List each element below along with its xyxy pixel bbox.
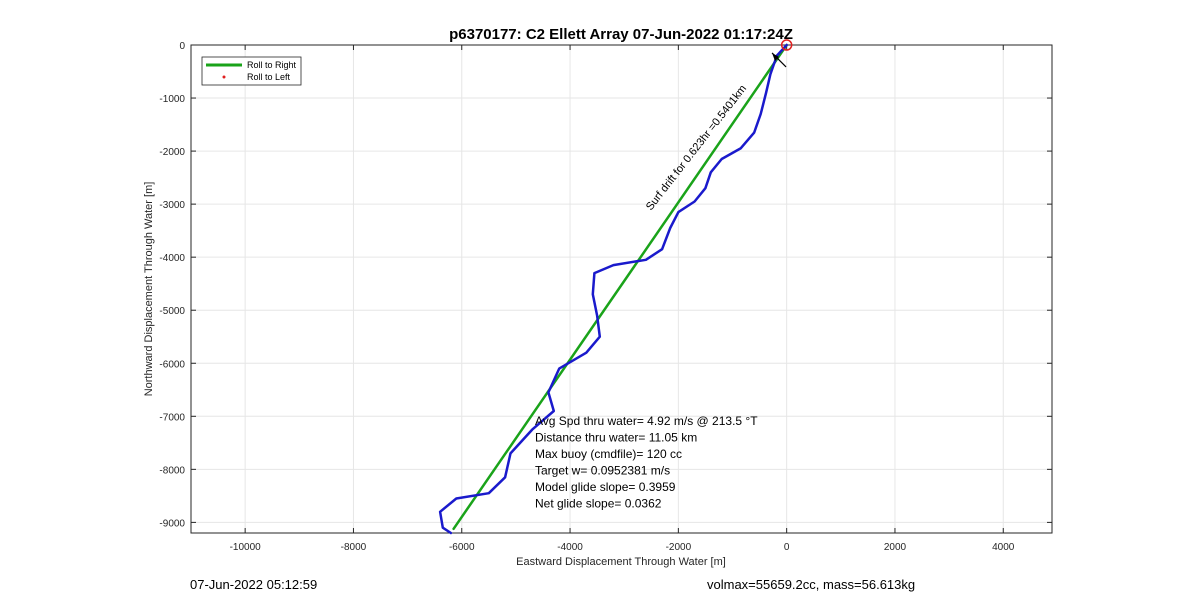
x-tick-label: 2000 (884, 542, 907, 553)
legend-box (201, 56, 302, 86)
x-tick-label: 0 (784, 542, 790, 553)
series-line-roll-to-right (452, 43, 788, 531)
legend-label: Roll to Left (247, 72, 291, 82)
y-tick-label: -1000 (159, 94, 185, 105)
y-tick-label: -5000 (159, 306, 185, 317)
x-tick-label: -6000 (449, 542, 475, 553)
stats-annotation-line: Model glide slope= 0.3959 (535, 480, 676, 494)
series-line-track (438, 43, 788, 535)
footer-volmax-mass: volmax=55659.2cc, mass=56.613kg (707, 577, 916, 592)
y-tick-label: -4000 (159, 253, 185, 264)
y-axis-label: Northward Displacement Through Water [m] (143, 182, 155, 397)
drift-arrow-head (772, 52, 780, 61)
stats-annotation-line: Net glide slope= 0.0362 (535, 497, 662, 511)
chart-title: p6370177: C2 Ellett Array 07-Jun-2022 01… (449, 26, 793, 43)
y-tick-label: -9000 (159, 518, 185, 529)
series-lines (438, 39, 793, 535)
x-axis-label: Eastward Displacement Through Water [m] (516, 556, 726, 568)
legend-label: Roll to Right (247, 60, 297, 70)
annotation-group: Avg Spd thru water= 4.92 m/s @ 213.5 °T D… (535, 83, 758, 511)
gridlines (191, 44, 1052, 533)
stats-annotation-line: Max buoy (cmdfile)= 120 cc (535, 447, 682, 461)
x-tick-label: -2000 (666, 542, 692, 553)
x-tick-label: -8000 (341, 542, 367, 553)
plot-area-border (190, 44, 1053, 534)
legend: Roll to Right Roll to Left (201, 56, 302, 86)
x-tick-label: -4000 (557, 542, 583, 553)
x-tick-labels: -10000 -8000 -6000 -4000 -2000 0 2000 4000 (230, 45, 1015, 553)
y-tick-label: -2000 (159, 147, 185, 158)
stats-annotation-line: Avg Spd thru water= 4.92 m/s @ 213.5 °T (535, 414, 758, 428)
drift-annotation: Surf drift for 0.623hr =0.5401km (644, 83, 749, 213)
x-tick-label: -10000 (230, 542, 262, 553)
y-tick-label: -6000 (159, 359, 185, 370)
footer-timestamp: 07-Jun-2022 05:12:59 (190, 577, 318, 592)
y-tick-label: -3000 (159, 200, 185, 211)
x-tick-label: 4000 (992, 542, 1015, 553)
start-marker (780, 39, 793, 51)
y-tick-label: -8000 (159, 465, 185, 476)
legend-swatch-dot (222, 75, 226, 79)
y-tick-label: 0 (179, 41, 185, 52)
y-tick-label: -7000 (159, 412, 185, 423)
stats-annotation-line: Target w= 0.0952381 m/s (535, 464, 670, 478)
stats-annotation-line: Distance thru water= 11.05 km (535, 431, 697, 445)
y-tick-labels: 0 -1000 -2000 -3000 -4000 -5000 -6000 -7000 -800… (159, 41, 1052, 529)
